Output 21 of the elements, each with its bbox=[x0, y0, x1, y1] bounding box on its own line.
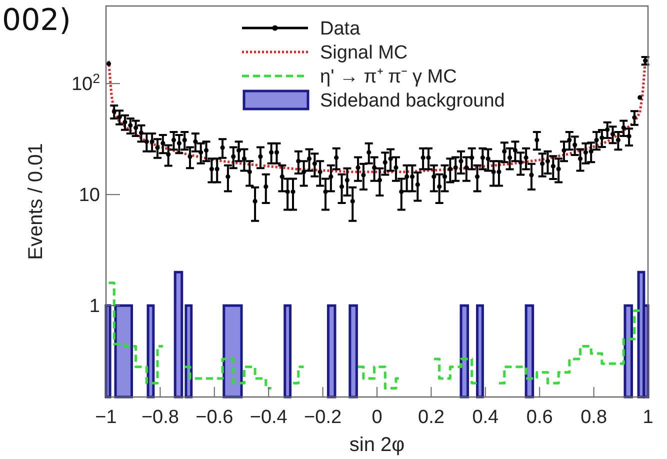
y-tick-label: 10$^{2}$ bbox=[71, 70, 100, 96]
x-tick-label: 0.4 bbox=[472, 407, 500, 428]
legend-label: Sideband background bbox=[320, 90, 505, 112]
legend-label: η' → π⁺ π⁻ γ MC bbox=[320, 66, 457, 88]
y-axis-title: Events / 0.01 bbox=[25, 143, 47, 260]
legend-label: Data bbox=[320, 18, 361, 40]
x-tick-label: 0.2 bbox=[418, 407, 444, 428]
x-tick-label: −0.4 bbox=[250, 407, 288, 428]
x-tick-label: −0.6 bbox=[196, 407, 234, 428]
x-tick-label: 0.8 bbox=[580, 407, 608, 428]
x-tick-label: −1 bbox=[95, 407, 117, 428]
x-tick-label: 1 bbox=[642, 407, 654, 428]
x-tick-label: −0.8 bbox=[141, 407, 179, 428]
x-tick-label: −0.2 bbox=[304, 407, 342, 428]
text: 002) bbox=[2, 3, 71, 38]
y-tick-label: 10 bbox=[78, 185, 100, 206]
x-tick-label: 0.6 bbox=[526, 407, 553, 428]
x-axis-title: sin 2φ bbox=[349, 434, 405, 456]
x-tick-label: 0 bbox=[372, 407, 382, 428]
y-tick-label: 1 bbox=[89, 296, 100, 318]
legend-label: Signal MC bbox=[320, 42, 408, 64]
